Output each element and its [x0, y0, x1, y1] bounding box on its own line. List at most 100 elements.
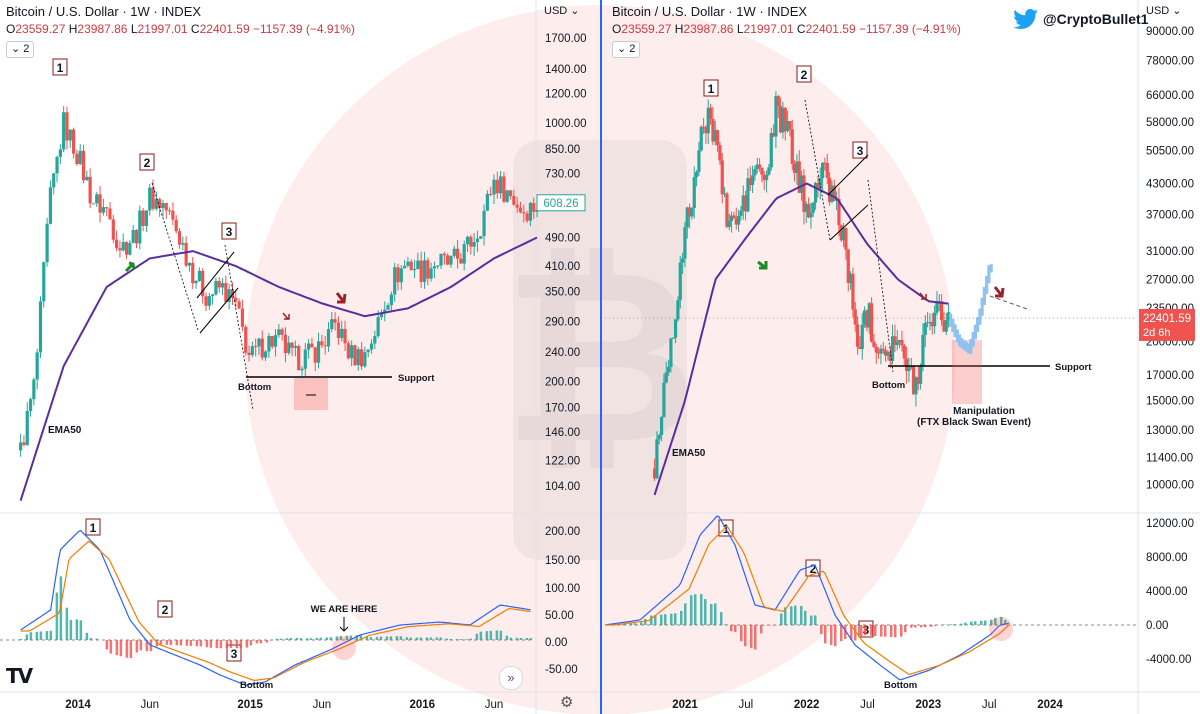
left-candle-body: [184, 242, 188, 266]
left-o-label: O: [6, 22, 16, 36]
left-macd-histogram-bar: [329, 637, 333, 640]
left-candle-body: [505, 190, 509, 202]
left-macd-histogram-bar: [379, 636, 383, 640]
left-macd-histogram-bar: [479, 631, 483, 640]
left-candle-body: [412, 269, 417, 271]
left-macd-histogram-bar: [245, 640, 249, 648]
right-macd-histogram-bar: [824, 625, 827, 644]
left-candle-body: [316, 341, 321, 363]
left-support-label: Support: [398, 373, 435, 384]
left-x-tick-label: 2014: [65, 699, 91, 711]
right-candle-body: [678, 262, 682, 301]
right-change-value: −1157.39 (−4.91%): [859, 22, 961, 36]
left-macd-histogram-bar: [405, 637, 409, 640]
red-arrow-icon: [335, 292, 347, 304]
right-macd-histogram-bar: [864, 625, 867, 636]
right-c-label: C: [796, 22, 806, 36]
right-macd-histogram-bar: [900, 625, 903, 637]
left-candle-body: [508, 190, 513, 197]
right-ohlc-readout: O23559.27 H23987.86 L21997.01 C22401.59 …: [612, 22, 961, 36]
right-candle-body: [729, 215, 734, 222]
left-macd-histogram-bar: [505, 635, 509, 640]
right-projection-bar: [969, 339, 973, 354]
left-candle-body: [48, 187, 53, 224]
right-macd-pane: 12000.00 8000.00 4000.00 0.00 -4000.00: [604, 515, 1194, 681]
right-candle-body: [687, 207, 692, 217]
left-candle-body: [217, 280, 221, 288]
left-y-tick-label: 850.00: [545, 144, 580, 156]
left-dotted-trend-1: [151, 182, 199, 331]
right-currency-label[interactable]: USD ⌄: [1146, 5, 1182, 17]
left-macd-histogram-bar: [109, 640, 113, 654]
left-candle-body: [234, 297, 238, 302]
left-candle-body: [263, 351, 268, 358]
right-candle-body: [914, 377, 918, 395]
left-candle-body: [452, 248, 456, 256]
right-candle-body: [898, 339, 902, 342]
left-wave-label-2: 2: [144, 156, 151, 170]
left-candle-body: [191, 263, 195, 284]
right-projection-bar: [967, 343, 971, 354]
left-candle-body: [307, 343, 311, 350]
left-candle-body: [214, 280, 218, 295]
left-candle-body: [280, 329, 284, 335]
left-signal-line: [20, 540, 531, 682]
left-x-tick-label: Jun: [140, 699, 159, 711]
left-candle-body: [247, 352, 251, 355]
right-h-value: 23987.86: [683, 22, 734, 36]
left-macd-tick-label: -50.00: [545, 664, 578, 676]
left-candle-body: [422, 260, 427, 282]
left-candle-body: [124, 242, 129, 255]
right-macd-histogram-bar: [914, 625, 917, 628]
gear-icon[interactable]: ⚙: [560, 694, 574, 711]
left-candle-body: [237, 301, 241, 309]
right-candle-body: [851, 273, 855, 310]
left-macd-histogram-bar: [219, 640, 223, 649]
tradingview-logo: TV: [6, 664, 33, 688]
right-signal-line: [605, 525, 1010, 676]
left-candle-body: [151, 187, 155, 209]
left-macd-histogram-bar: [369, 636, 373, 640]
left-candle-body: [482, 210, 486, 237]
right-candle-body: [690, 208, 694, 217]
left-candle-body: [525, 213, 529, 221]
left-macd-histogram-bar: [519, 637, 523, 640]
left-indicator-chip[interactable]: ⌄ 2: [6, 41, 35, 58]
left-macd-label-3-box: [226, 644, 242, 662]
right-ema-projection: [989, 295, 1031, 311]
left-macd-histogram-bar: [319, 637, 323, 640]
left-candle-body: [373, 336, 377, 344]
right-candle-body: [874, 346, 878, 353]
right-last-price-label: 22401.59: [1143, 313, 1191, 325]
left-macd-histogram-bar: [429, 637, 433, 640]
right-indicator-chip[interactable]: ⌄ 2: [612, 41, 641, 58]
right-macd-histogram-bar: [964, 622, 967, 625]
right-candle-body: [746, 178, 750, 212]
right-candle-body: [697, 150, 701, 172]
chevron-right-double-icon[interactable]: »: [499, 666, 523, 690]
left-candle-body: [177, 231, 182, 245]
left-macd-histogram-bar: [95, 638, 99, 640]
left-candle-body: [277, 329, 281, 336]
right-macd-histogram-bar: [820, 625, 823, 634]
right-candle-body: [881, 348, 885, 351]
right-wave-label-1-box: [703, 79, 719, 97]
left-macd-histogram-bar: [435, 637, 439, 640]
left-candle-body: [489, 193, 493, 195]
left-macd-histogram-bar: [239, 640, 243, 649]
left-currency-label[interactable]: USD ⌄: [544, 5, 580, 17]
right-manipulation-label: Manipulation: [953, 406, 1015, 417]
right-wave-label-2-box: [796, 65, 812, 83]
left-candle-body: [502, 176, 506, 202]
left-candle-body: [91, 203, 96, 205]
left-macd-histogram-bar: [349, 635, 353, 640]
right-candle-body: [853, 309, 857, 325]
left-candle-body: [499, 176, 503, 194]
right-macd-histogram-bar: [890, 625, 893, 637]
left-ema-label: EMA50: [48, 425, 82, 436]
right-candle-body: [771, 133, 776, 137]
right-candle-body: [858, 346, 862, 350]
right-macd-histogram-bar: [740, 625, 743, 642]
right-candle-body: [725, 193, 729, 227]
right-macd-histogram-bar: [774, 625, 777, 626]
